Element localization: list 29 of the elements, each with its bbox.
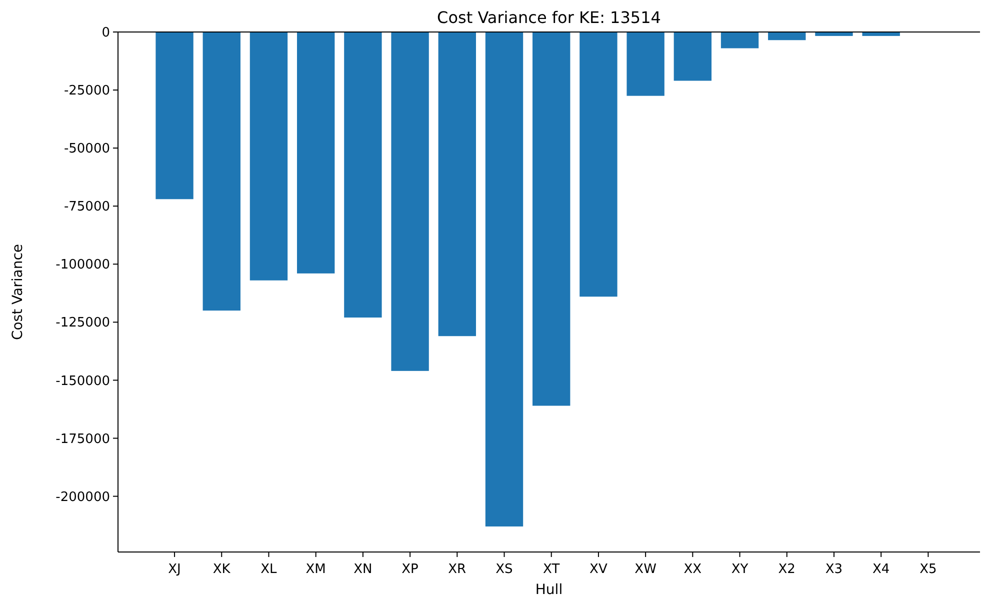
- x-tick-label: XY: [731, 562, 748, 577]
- x-tick-label: XM: [306, 562, 326, 577]
- x-tick-label: XV: [590, 562, 608, 577]
- x-tick-label: XW: [634, 562, 657, 577]
- y-tick-label: -175000: [56, 432, 110, 447]
- y-tick-label: -50000: [64, 142, 110, 157]
- x-tick-label: XS: [496, 562, 513, 577]
- x-tick-label: XN: [354, 562, 372, 577]
- y-tick-label: -200000: [56, 490, 110, 505]
- x-tick-label: XK: [212, 562, 231, 577]
- y-tick-label: -75000: [64, 200, 110, 215]
- x-tick-label: X5: [920, 562, 937, 577]
- x-tick-label: XR: [448, 562, 466, 577]
- y-tick-label: 0: [102, 26, 110, 41]
- x-tick-label: XL: [260, 562, 278, 577]
- x-tick-label: XP: [402, 562, 419, 577]
- y-tick-label: -150000: [56, 374, 110, 389]
- x-tick-label: XX: [684, 562, 702, 577]
- x-tick-label: XJ: [168, 562, 181, 577]
- x-tick-label: XT: [543, 562, 560, 577]
- x-axis-title: Hull: [535, 582, 563, 598]
- chart-title: Cost Variance for KE: 13514: [437, 8, 661, 27]
- x-tick-label: X4: [872, 562, 890, 577]
- y-tick-label: -125000: [56, 316, 110, 331]
- y-axis-title: Cost Variance: [10, 244, 26, 340]
- y-tick-label: -100000: [56, 258, 110, 273]
- x-tick-label: X3: [825, 562, 843, 577]
- y-tick-label: -25000: [64, 84, 110, 99]
- x-tick-label: X2: [778, 562, 796, 577]
